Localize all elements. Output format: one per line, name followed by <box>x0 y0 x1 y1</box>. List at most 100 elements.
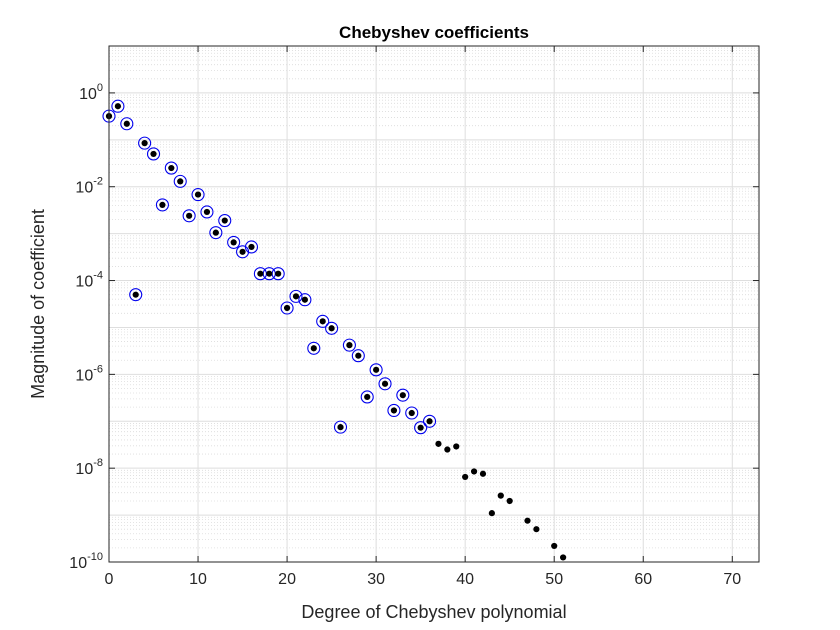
x-axis-ticks: 0 10 20 30 40 50 60 70 <box>105 46 741 588</box>
dot-marker <box>114 103 122 110</box>
dot-marker <box>408 409 415 417</box>
open-circle-marker <box>120 117 134 131</box>
x-tick-label: 0 <box>105 571 114 588</box>
open-circle-marker <box>325 321 339 335</box>
dot-marker <box>426 418 433 425</box>
dot-marker <box>123 120 130 127</box>
dot-marker <box>444 446 451 453</box>
x-axis-label: Degree of Chebyshev polynomial <box>301 602 566 622</box>
dot-marker <box>141 140 148 147</box>
dot-marker <box>292 293 300 300</box>
open-circle-marker <box>200 205 214 219</box>
open-circle-marker <box>182 209 196 223</box>
open-circle-marker <box>360 390 374 404</box>
dot-marker <box>230 239 237 246</box>
open-circle-marker <box>138 136 152 150</box>
y-tick-label: 10-10 <box>69 551 103 572</box>
open-circle-marker <box>164 161 178 175</box>
open-circle-marker <box>369 363 383 377</box>
dot-marker <box>390 407 398 414</box>
dot-marker <box>470 468 478 475</box>
open-circle-marker <box>396 388 410 402</box>
open-circle-marker <box>218 214 232 228</box>
y-axis-label: Magnitude of coefficient <box>28 209 48 399</box>
open-circle-marker <box>289 289 303 303</box>
open-circle-marker <box>316 314 330 328</box>
plot-area <box>109 46 759 562</box>
x-tick-label: 30 <box>367 571 385 588</box>
open-circle-marker <box>280 301 294 315</box>
dot-marker <box>212 229 219 236</box>
dot-marker <box>462 473 469 481</box>
x-tick-label: 20 <box>278 571 296 588</box>
axes-box <box>108 45 760 563</box>
dot-marker <box>560 554 567 561</box>
dot-marker <box>177 178 184 185</box>
open-circle-marker <box>244 240 259 254</box>
dot-marker <box>328 325 335 332</box>
chart-title: Chebyshev coefficients <box>339 23 529 42</box>
dot-marker <box>239 248 246 255</box>
open-circle-marker <box>111 99 125 113</box>
open-circle-marker <box>405 406 419 420</box>
dot-marker <box>283 304 291 312</box>
series-filled-dots <box>105 103 567 561</box>
open-circle-marker <box>387 403 401 418</box>
open-circle-marker <box>414 421 428 435</box>
dot-marker <box>159 201 166 208</box>
x-tick-label: 10 <box>189 571 207 588</box>
x-tick-label: 40 <box>456 571 474 588</box>
dot-marker <box>248 243 255 251</box>
dot-marker <box>355 352 362 359</box>
dot-marker <box>399 392 406 399</box>
y-tick-label: 100 <box>79 82 103 103</box>
open-circle-marker <box>191 188 205 202</box>
open-circle-marker <box>422 414 437 428</box>
dot-marker <box>257 270 264 277</box>
x-tick-label: 70 <box>723 571 741 588</box>
y-tick-label: 10-4 <box>75 270 103 291</box>
open-circle-marker <box>378 377 392 391</box>
dot-marker <box>497 492 504 499</box>
dot-marker <box>221 217 228 224</box>
y-tick-label: 10-6 <box>75 363 103 384</box>
dot-marker <box>373 366 380 373</box>
dot-marker <box>417 424 424 431</box>
minor-grid <box>109 47 759 549</box>
dot-marker <box>168 164 175 172</box>
dot-marker <box>479 470 487 477</box>
y-tick-label: 10-2 <box>75 176 103 197</box>
dot-marker <box>364 393 371 401</box>
open-circle-marker <box>155 198 169 212</box>
dot-marker <box>203 208 211 216</box>
dot-marker <box>381 380 389 387</box>
dot-marker <box>488 510 495 517</box>
dot-marker <box>150 150 157 158</box>
open-circle-marker <box>342 338 356 352</box>
dot-marker <box>337 424 344 431</box>
dot-marker <box>533 526 540 533</box>
dot-marker <box>435 440 442 447</box>
open-circle-marker <box>146 147 161 161</box>
open-circle-marker <box>333 420 348 434</box>
open-circle-marker <box>351 349 365 363</box>
open-circle-marker <box>209 226 223 240</box>
open-circle-marker <box>173 174 187 188</box>
dot-marker <box>310 345 317 352</box>
y-axis-ticks: 100 10-2 10-4 10-6 10-8 10-10 <box>69 82 759 572</box>
open-circle-marker <box>227 235 241 249</box>
y-tick-label: 10-8 <box>75 457 103 478</box>
dot-marker <box>551 542 558 550</box>
dot-marker <box>194 191 202 198</box>
dot-marker <box>266 270 273 277</box>
dot-marker <box>453 443 460 450</box>
dot-marker <box>186 212 193 219</box>
open-circle-marker <box>129 288 143 302</box>
dot-marker <box>275 270 282 277</box>
open-circle-marker <box>307 341 321 355</box>
dot-marker <box>319 318 326 325</box>
major-grid <box>109 46 759 562</box>
dot-marker <box>346 342 353 349</box>
dot-marker <box>506 497 513 505</box>
